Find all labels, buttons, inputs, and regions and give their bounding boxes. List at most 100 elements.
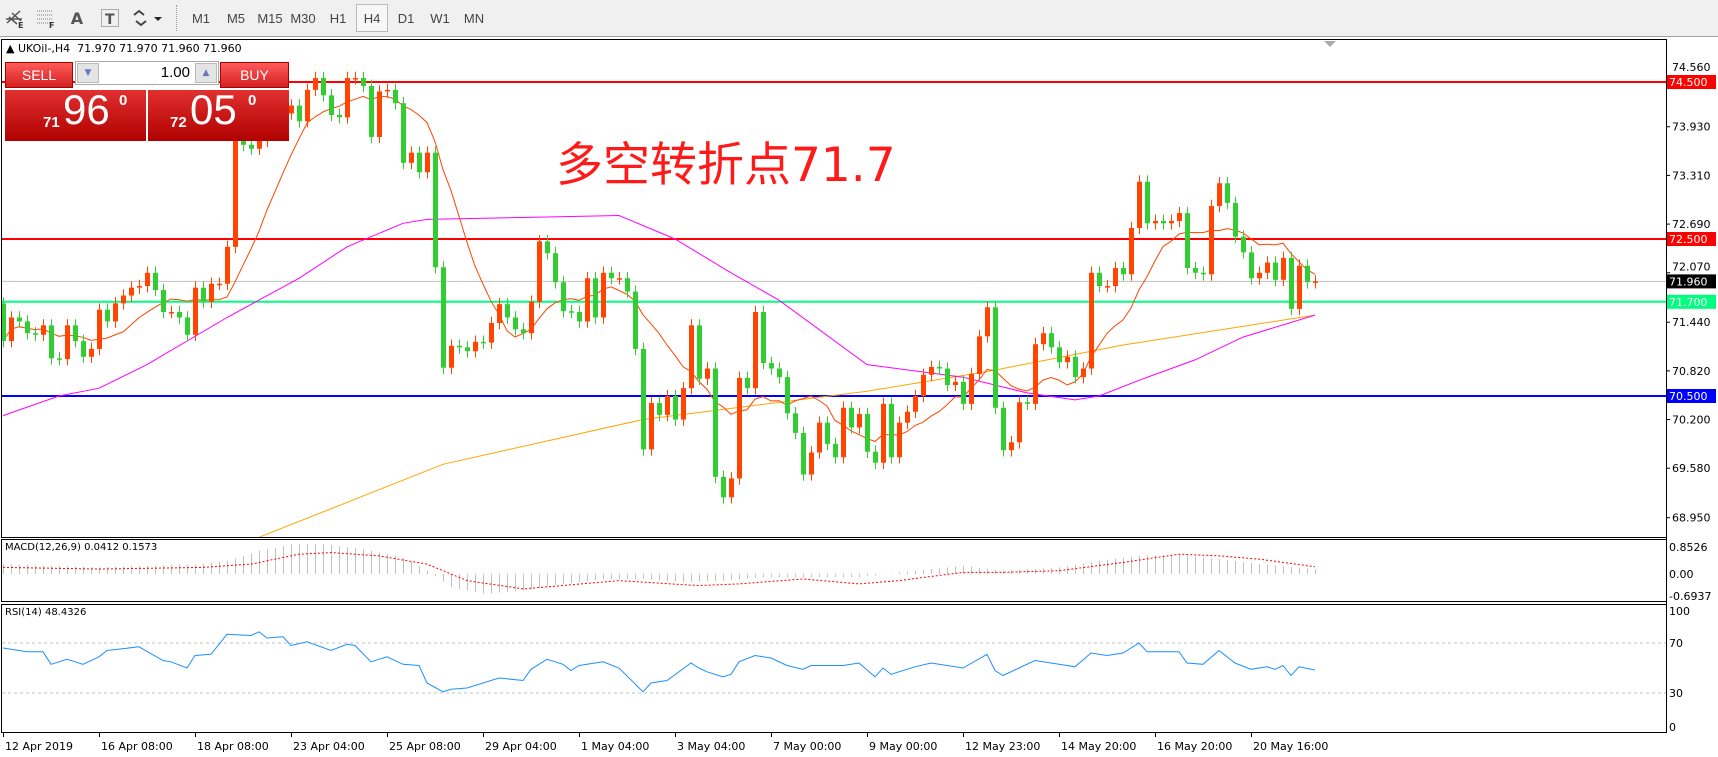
candle-body [177,312,182,318]
buy-price-prefix: 72 [170,114,187,131]
candle-body [1017,402,1022,443]
candle-body [1153,220,1158,224]
period-m5[interactable]: M5 [226,10,246,26]
candle-body [33,333,38,335]
toolbar: E F A T M1 M5 M15 M30 H1 H4 D1 W1 MN [0,0,1718,37]
line-studies-icon[interactable]: E [2,4,28,32]
candle-body [497,304,502,323]
candle-body [1105,286,1110,288]
rsi-tick-label: 30 [1669,687,1683,700]
candle-body [633,291,638,349]
candle-body [105,309,110,322]
candle-body [1089,272,1094,369]
candle-body [1297,265,1302,309]
candle-body [689,325,694,389]
candle-body [729,478,734,498]
period-mn[interactable]: MN [463,10,485,26]
ma-mid-line [2,214,1316,417]
candle-body [697,325,702,379]
candle-body [1273,262,1278,280]
candle-body [121,295,126,304]
candle-body [945,368,950,386]
time-tick-label: 16 May 20:00 [1157,740,1232,753]
candle-body [217,283,222,286]
candle-body [761,312,766,364]
candle-body [145,272,150,287]
candle-body [617,278,622,280]
candle-body [481,341,486,344]
candle-body [1201,272,1206,275]
candle-body [449,345,454,368]
chart-annotation[interactable]: 多空转折点71.7 [556,138,896,193]
candle-body [745,377,750,389]
price-tick-label: 69.580 [1672,462,1711,475]
candle-body [369,85,374,137]
candle-body [505,304,510,318]
fibonacci-icon[interactable]: F [33,4,59,32]
lot-increase-icon[interactable]: ▲ [195,63,217,83]
candle-body [441,267,446,368]
lot-size-value[interactable]: 1.00 [160,64,190,81]
candle-body [57,358,62,360]
period-h4[interactable]: H4 [356,4,388,32]
candle-body [329,95,334,115]
price-tick-label: 70.820 [1672,365,1711,378]
sell-price-button[interactable]: 71 96 0 [5,86,146,141]
candle-body [513,317,518,330]
price-tick-label: 68.950 [1672,512,1711,525]
candle-body [713,368,718,477]
text-icon[interactable]: A [70,8,84,28]
candle-body [161,290,166,313]
collapse-triangle-icon[interactable]: ▲ [6,42,18,55]
candle-body [1169,220,1174,224]
candle-body [1281,257,1286,280]
candle-body [1025,402,1030,404]
buy-price-main: 05 [190,86,237,133]
candle-body [1073,356,1078,378]
rsi-tick-label: 0 [1669,721,1676,734]
candle-body [673,396,678,420]
toolbar-separator [176,5,178,31]
candle-body [625,278,630,292]
period-m1[interactable]: M1 [191,10,211,26]
lot-decrease-icon[interactable]: ▼ [77,63,99,83]
candle-body [1177,213,1182,221]
candle-body [1097,272,1102,287]
svg-text:T: T [105,12,115,28]
lot-size-field[interactable]: ▼ 1.00 ▲ [75,61,219,85]
chart-shift-marker-icon[interactable] [1324,41,1336,47]
candle-body [577,312,582,322]
buy-button[interactable]: BUY [220,62,289,88]
time-tick-label: 12 Apr 2019 [5,740,73,753]
candle-body [2,303,6,342]
period-w1[interactable]: W1 [430,10,450,26]
candle-body [929,366,934,375]
candle-body [97,309,102,349]
candle-body [257,140,262,149]
period-d1[interactable]: D1 [397,10,415,26]
price-tick-label: 73.930 [1672,121,1711,134]
period-m30[interactable]: M30 [290,10,316,26]
arrows-dropdown[interactable] [128,4,168,32]
candle-body [665,396,670,415]
candle-body [385,89,390,92]
candle-body [1209,206,1214,275]
candle-body [793,413,798,433]
buy-price-button[interactable]: 72 05 0 [148,86,289,141]
candle-body [193,287,198,335]
period-h1[interactable]: H1 [329,10,347,26]
sell-button[interactable]: SELL [5,62,73,88]
macd-label: MACD(12,26,9) 0.0412 0.1573 [5,542,158,553]
candle-body [897,422,902,458]
candle-body [569,311,574,313]
macd-tick-label: 0.8526 [1669,541,1708,554]
candle-body [681,388,686,420]
candle-body [401,103,406,163]
candle-body [529,301,534,334]
price-tick-label: 71.440 [1672,316,1711,329]
period-m15[interactable]: M15 [257,10,283,26]
candle-body [73,325,78,342]
candle-body [417,152,422,173]
text-label-icon[interactable]: T [97,4,123,32]
candle-body [17,317,22,322]
